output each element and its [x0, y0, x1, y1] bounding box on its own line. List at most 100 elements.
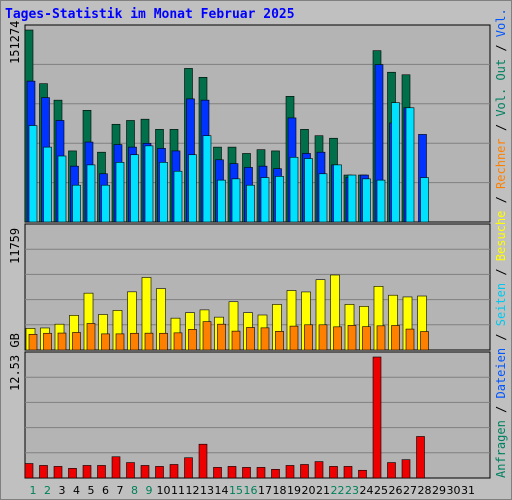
bar-rechner-day-26: [391, 325, 400, 351]
bar-rechner-day-21: [318, 324, 328, 351]
bar-volumen-day-6: [97, 465, 106, 479]
bar-rechner-day-7: [115, 333, 125, 351]
bar-seiten-day-26: [391, 102, 400, 223]
x-tick-label-day-3: 3: [59, 484, 66, 497]
bar-seiten-day-5: [86, 164, 96, 223]
bar-rechner-day-14: [217, 323, 226, 351]
y-max-label-1: 151274: [8, 21, 22, 64]
bar-seiten-day-12: [188, 154, 197, 223]
bar-seiten-day-20: [304, 158, 313, 223]
bar-seiten-day-21: [318, 173, 328, 223]
bar-rechner-day-20: [304, 324, 313, 351]
bar-seiten-day-1: [28, 125, 38, 223]
x-tick-label-day-19: 19: [287, 484, 301, 497]
bar-seiten-day-28: [420, 177, 429, 223]
chart-title: Tages-Statistik im Monat Februar 2025: [5, 7, 295, 22]
bar-seiten-day-24: [362, 178, 371, 223]
bar-volumen-day-12: [184, 457, 193, 479]
bar-volumen-day-16: [242, 467, 251, 479]
x-tick-label-day-2: 2: [44, 484, 51, 497]
bar-seiten-day-19: [289, 156, 299, 223]
x-tick-label-day-11: 11: [171, 484, 185, 497]
bar-seiten-day-9: [144, 145, 154, 223]
bar-rechner-day-5: [86, 323, 96, 351]
bar-rechner-day-23: [347, 325, 357, 351]
x-tick-label-day-20: 20: [302, 484, 316, 497]
x-tick-label-day-10: 10: [157, 484, 171, 497]
bar-seiten-day-22: [333, 164, 342, 223]
x-tick-label-day-24: 24: [360, 484, 374, 497]
bar-rechner-day-8: [130, 332, 139, 351]
bar-volumen-day-13: [198, 443, 208, 479]
bar-volumen-day-10: [155, 466, 164, 479]
legend-segment-10: Vol. Out: [494, 59, 508, 117]
bar-rechner-day-13: [202, 321, 212, 351]
x-tick-label-day-7: 7: [117, 484, 124, 497]
bar-volumen-day-14: [213, 467, 222, 479]
bar-seiten-day-27: [405, 107, 415, 223]
bar-rechner-day-19: [289, 325, 299, 351]
legend-segment-11: /: [494, 37, 508, 59]
x-tick-label-day-13: 13: [200, 484, 214, 497]
x-tick-label-day-18: 18: [273, 484, 287, 497]
bar-rechner-day-28: [420, 331, 429, 351]
bar-volumen-day-17: [256, 467, 266, 479]
bar-rechner-day-16: [246, 327, 255, 351]
bar-volumen-day-20: [300, 464, 309, 479]
x-tick-label-day-22: 22: [331, 484, 345, 497]
legend-segment-4: Seiten: [494, 283, 508, 326]
x-tick-label-day-4: 4: [73, 484, 80, 497]
x-tick-label-day-5: 5: [88, 484, 95, 497]
bar-volumen-day-3: [53, 466, 63, 479]
x-tick-label-day-9: 9: [146, 484, 153, 497]
legend-segment-0: Anfragen: [494, 420, 508, 478]
legend-segment-8: Rechner: [494, 138, 508, 189]
bar-rechner-day-6: [101, 333, 110, 351]
bar-seiten-day-23: [347, 174, 357, 223]
bar-volumen-day-8: [126, 462, 135, 479]
bar-volumen-day-22: [329, 466, 338, 479]
bar-volumen-day-23: [343, 466, 353, 479]
x-tick-label-day-31: 31: [461, 484, 475, 497]
legend-segment-3: /: [494, 326, 508, 348]
bar-volumen-day-18: [271, 469, 280, 479]
x-tick-label-day-26: 26: [389, 484, 403, 497]
bar-rechner-day-4: [72, 332, 81, 351]
x-tick-label-day-27: 27: [403, 484, 417, 497]
bar-seiten-day-6: [101, 184, 110, 223]
bar-volumen-day-7: [111, 456, 121, 479]
bar-seiten-day-25: [376, 179, 386, 223]
bar-volumen-day-1: [24, 463, 34, 479]
legend-segment-6: Besuche: [494, 211, 508, 262]
bar-volumen-day-2: [39, 465, 48, 479]
x-tick-label-day-12: 12: [186, 484, 200, 497]
bar-rechner-day-17: [260, 327, 270, 351]
bar-seiten-day-18: [275, 176, 284, 223]
x-tick-label-day-6: 6: [102, 484, 109, 497]
x-tick-label-day-16: 16: [244, 484, 258, 497]
x-tick-label-day-15: 15: [229, 484, 243, 497]
bar-seiten-day-4: [72, 184, 81, 223]
legend-segment-2: Dateien: [494, 348, 508, 399]
y-max-label-3: 12.53 GB: [8, 333, 22, 391]
bar-volumen-day-15: [227, 466, 237, 479]
bar-rechner-day-22: [333, 326, 342, 351]
bar-seiten-day-13: [202, 135, 212, 223]
bar-seiten-day-16: [246, 184, 255, 223]
bar-rechner-day-3: [57, 332, 67, 351]
bar-seiten-day-7: [115, 162, 125, 223]
bar-volumen-day-9: [140, 465, 150, 479]
x-tick-label-day-8: 8: [131, 484, 138, 497]
y-max-label-2: 11759: [8, 228, 22, 264]
bar-seiten-day-17: [260, 177, 270, 223]
bar-volumen-day-27: [401, 459, 411, 479]
bar-rechner-day-25: [376, 325, 386, 351]
x-tick-label-day-29: 29: [432, 484, 446, 497]
x-tick-label-day-28: 28: [418, 484, 432, 497]
bar-rechner-day-27: [405, 328, 415, 351]
bar-volumen-day-21: [314, 461, 324, 479]
legend-segment-9: /: [494, 117, 508, 139]
legend-segment-12: Vol. In: [494, 0, 508, 37]
x-tick-label-day-17: 17: [258, 484, 272, 497]
x-tick-label-day-1: 1: [30, 484, 37, 497]
